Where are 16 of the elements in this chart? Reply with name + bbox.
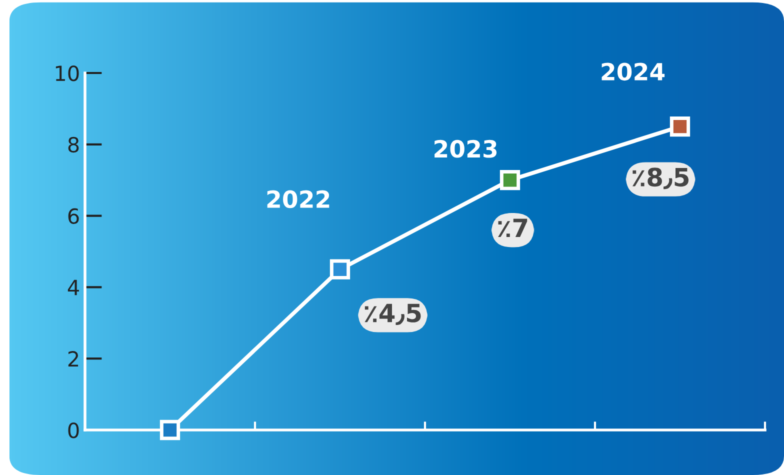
y-tick-label: 6 — [68, 208, 79, 224]
y-tick-label: 8 — [68, 136, 79, 153]
data-label: ٪4٫5 — [364, 304, 421, 326]
point — [500, 170, 520, 190]
point — [330, 259, 350, 280]
point — [160, 420, 180, 440]
y-tick-label: 0 — [68, 422, 79, 438]
x-tick-label: 2022 — [267, 190, 330, 208]
data-label: ٪7 — [498, 218, 528, 237]
y-tick-label: 10 — [56, 65, 79, 82]
y-tick-label: 2 — [68, 351, 78, 367]
x-tick-label: 2024 — [602, 62, 665, 81]
x-tick-label: 2023 — [434, 140, 497, 158]
data-label: ٪8٫5 — [632, 168, 689, 190]
y-tick-label: 4 — [68, 280, 79, 296]
point — [670, 116, 690, 137]
